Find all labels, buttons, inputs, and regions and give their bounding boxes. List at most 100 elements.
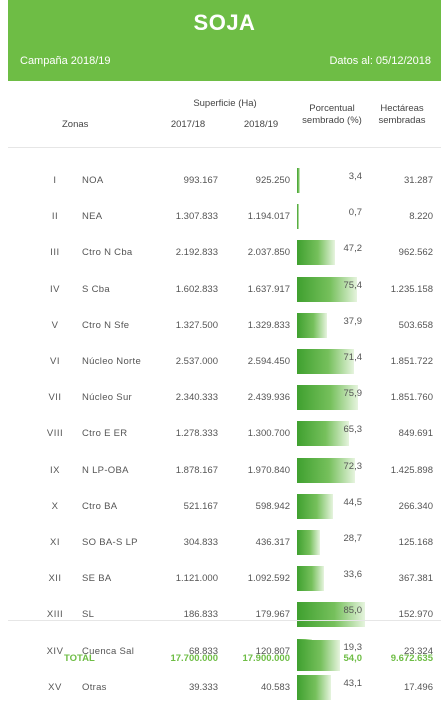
table-row: IV S Cba 1.602.833 1.637.917 75,4 1.235.158	[8, 273, 441, 306]
table-row: II NEA 1.307.833 1.194.017 0,7 8.220	[8, 200, 441, 233]
hectareas-sembradas: 367.381	[398, 573, 433, 585]
hectareas-sembradas: 1.851.760	[390, 392, 433, 404]
hectareas-sembradas: 125.168	[398, 537, 433, 548]
table-row: IX N LP-OBA 1.878.167 1.970.840 72,3 1.425.89…	[8, 454, 441, 487]
surface-2017-18: 1.278.333	[175, 428, 218, 440]
surface-2018-19: 598.942	[255, 500, 290, 512]
surface-2018-19: 1.194.017	[247, 211, 290, 223]
table-row: I NOA 993.167 925.250 3,4 31.287	[8, 164, 441, 197]
surface-2017-18: 521.167	[183, 500, 218, 512]
surface-2018-19: 436.317	[255, 537, 290, 548]
pct-bar	[297, 385, 358, 411]
total-hectareas: 9.672.635	[390, 653, 433, 664]
zone-name: NOA	[82, 175, 104, 186]
pct-bar	[297, 602, 365, 628]
surface-2018-19: 1.970.840	[247, 464, 290, 476]
hectareas-sembradas: 23.324	[403, 645, 433, 657]
surface-2018-19: 925.250	[255, 175, 290, 186]
total-row: TOTAL 17.700.000 17.900.000 54,0 9.672.6…	[8, 640, 441, 671]
campaign-label: Campaña 2018/19	[20, 55, 111, 67]
porcentual-line-1: Porcentual	[309, 103, 355, 114]
porcentual-line-2: sembrado (%)	[302, 115, 362, 126]
surface-2017-18: 1.121.000	[175, 573, 218, 585]
table-row: X Ctro BA 521.167 598.942 44,5 266.340	[8, 490, 441, 523]
pct-bar	[297, 349, 355, 374]
hectareas-sembradas: 962.562	[398, 247, 433, 259]
table-row: VII Núcleo Sur 2.340.333 2.439.936 75,9 1.851…	[8, 381, 441, 414]
pct-bar	[297, 240, 335, 266]
pct-bar	[297, 168, 300, 193]
table-row: VI Núcleo Norte 2.537.000 2.594.450 71,4 1.85…	[8, 345, 441, 378]
column-header-2017-18: 2017/18	[170, 119, 206, 130]
pct-value: 0,7	[348, 207, 362, 219]
surface-2017-18: 186.833	[183, 609, 218, 621]
hectareas-line-1: Hectáreas	[380, 103, 424, 114]
pct-value: 33,6	[343, 569, 363, 581]
zone-name: Ctro BA	[82, 500, 118, 512]
surface-2017-18: 1.327.500	[175, 319, 218, 331]
hectareas-sembradas: 503.658	[398, 319, 433, 331]
zone-name: Otras	[82, 681, 107, 693]
pct-bar	[297, 276, 358, 302]
surface-2018-19: 1.092.592	[247, 573, 290, 585]
surface-2017-18: 2.340.333	[175, 392, 218, 404]
zone-name: Cuenca Sal	[82, 645, 135, 657]
pct-bar	[297, 421, 350, 447]
surface-2018-19: 2.439.936	[247, 392, 290, 404]
data-date-label: Datos al: 05/12/2018	[329, 55, 431, 67]
pct-value: 75,9	[343, 388, 363, 400]
surface-2018-19: 120.807	[255, 645, 290, 657]
pct-value: 71,4	[343, 352, 363, 363]
column-header-hectareas: Hectáreas sembradas	[372, 103, 432, 127]
zone-name: Ctro E ER	[82, 428, 128, 440]
pct-bar	[297, 312, 328, 338]
pct-bar	[297, 566, 324, 592]
pct-bar	[297, 204, 299, 230]
zone-number: VII	[48, 392, 62, 404]
zone-name: SL	[82, 609, 95, 621]
zone-number: XII	[48, 573, 62, 585]
zone-name: N LP-OBA	[82, 464, 129, 476]
column-header-superficie: Superficie (Ha)	[193, 98, 257, 109]
title-banner: SOJA Campaña 2018/19 Datos al: 05/12/201…	[8, 0, 441, 81]
page-title: SOJA	[193, 10, 256, 35]
hectareas-sembradas: 1.425.898	[390, 464, 433, 476]
pct-value: 43,1	[343, 677, 363, 689]
total-2017-18: 17.700.000	[170, 653, 218, 664]
column-header-zonas: Zonas	[62, 119, 89, 130]
zone-number: XV	[48, 681, 62, 693]
surface-2017-18: 1.878.167	[175, 464, 218, 476]
total-pct: 54,0	[343, 653, 363, 664]
pct-value: 37,9	[343, 315, 363, 327]
zone-name: Núcleo Norte	[82, 356, 142, 367]
surface-2018-19: 2.594.450	[247, 356, 290, 367]
hectareas-sembradas: 152.970	[398, 609, 433, 621]
zone-name: NEA	[82, 211, 103, 223]
pct-value: 65,3	[343, 424, 363, 436]
pct-bar	[297, 493, 333, 519]
surface-2018-19: 179.967	[255, 609, 290, 621]
surface-2017-18: 304.833	[183, 537, 218, 548]
hectareas-sembradas: 31.287	[403, 175, 433, 186]
header-divider	[8, 147, 441, 148]
pct-value: 85,0	[343, 605, 363, 617]
surface-2017-18: 2.537.000	[175, 356, 218, 367]
table-row: VIII Ctro E ER 1.278.333 1.300.700 65,3 849.6…	[8, 417, 441, 450]
zone-name: S Cba	[82, 283, 110, 295]
hectareas-sembradas: 266.340	[398, 500, 433, 512]
zone-number: II	[51, 211, 59, 223]
hectareas-line-2: sembradas	[378, 115, 426, 126]
zone-name: Ctro N Sfe	[82, 319, 130, 331]
zone-name: Núcleo Sur	[82, 392, 132, 404]
surface-2017-18: 39.333	[188, 681, 218, 693]
pct-value: 28,7	[343, 533, 363, 544]
zone-number: VIII	[46, 428, 64, 440]
table-row: III Ctro N Cba 2.192.833 2.037.850 47,2 962.5…	[8, 236, 441, 269]
zone-number: XIII	[46, 609, 64, 621]
hectareas-sembradas: 849.691	[398, 428, 433, 440]
surface-2018-19: 2.037.850	[247, 247, 290, 259]
zone-name: SE BA	[82, 573, 112, 585]
surface-2017-18: 68.833	[188, 645, 218, 657]
table-row: XI SO BA-S LP 304.833 436.317 28,7 125.168	[8, 526, 441, 559]
column-header-porcentual: Porcentual sembrado (%)	[295, 103, 369, 127]
